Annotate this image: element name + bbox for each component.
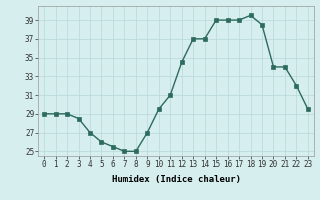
X-axis label: Humidex (Indice chaleur): Humidex (Indice chaleur) — [111, 175, 241, 184]
